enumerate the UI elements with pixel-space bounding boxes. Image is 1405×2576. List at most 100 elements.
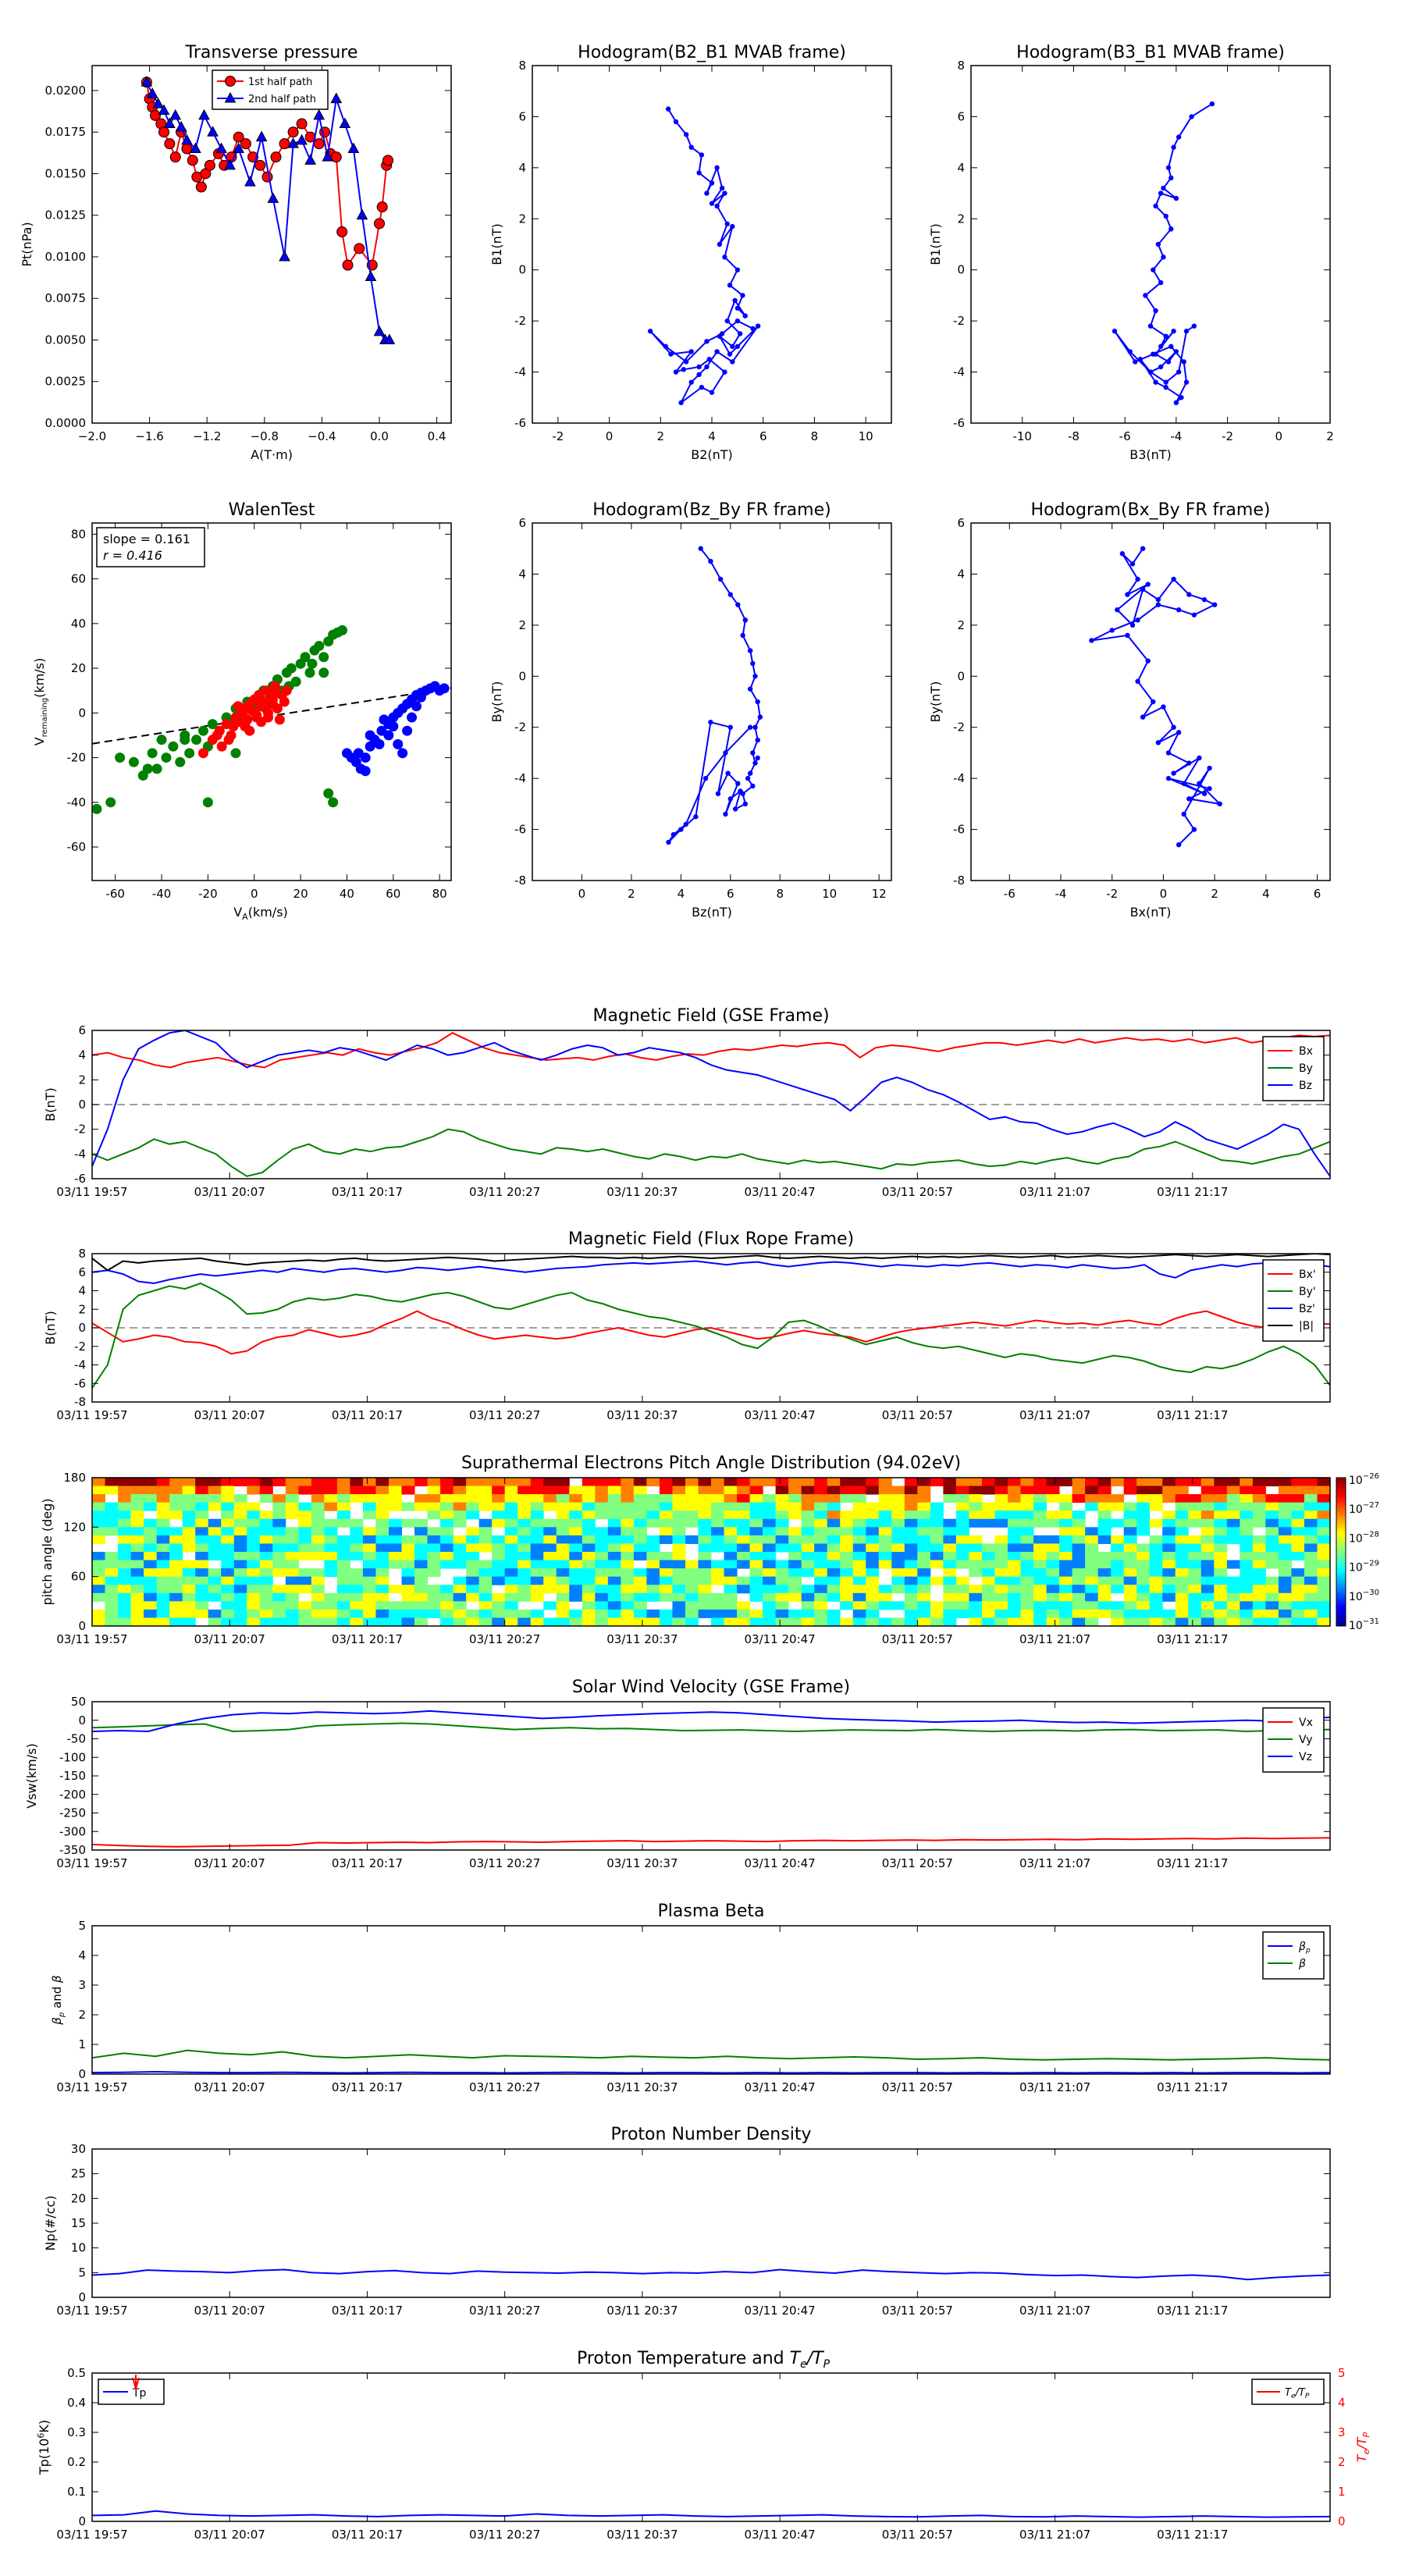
heatmap-cell xyxy=(788,1609,802,1618)
heatmap-cell xyxy=(195,1560,209,1569)
y-tick-label: 6 xyxy=(518,516,526,530)
heatmap-cell xyxy=(156,1568,170,1578)
heatmap-cell xyxy=(852,1585,866,1594)
heatmap-cell xyxy=(530,1543,544,1553)
legend-label: By' xyxy=(1299,1286,1316,1298)
heatmap-cell xyxy=(1111,1609,1125,1618)
heatmap-cell xyxy=(1188,1518,1202,1528)
heatmap-cell xyxy=(749,1617,763,1627)
heatmap-cell xyxy=(737,1485,751,1495)
heatmap-cell xyxy=(1085,1601,1099,1610)
heatmap-cell xyxy=(1240,1560,1254,1569)
heatmap-cell xyxy=(1111,1535,1125,1544)
heatmap-cell xyxy=(247,1568,261,1578)
heatmap-cell xyxy=(375,1543,389,1553)
mag_gse-series-1-line xyxy=(92,1032,1330,1069)
heatmap-cell xyxy=(763,1560,777,1569)
heatmap-cell xyxy=(775,1592,789,1602)
heatmap-cell xyxy=(1265,1535,1279,1544)
hodo_b3_b1-series-1-point xyxy=(1158,343,1164,350)
heatmap-cell xyxy=(298,1552,312,1561)
heatmap-cell xyxy=(233,1478,247,1487)
y-tick-label: -4 xyxy=(74,1147,86,1161)
hodo_bz_by-series-1-point xyxy=(752,724,758,730)
heatmap-cell xyxy=(195,1485,209,1495)
heatmap-cell xyxy=(1123,1535,1137,1544)
heatmap-cell xyxy=(1291,1527,1305,1536)
walen_test-plot-area xyxy=(92,624,451,814)
time-tick-label: 03/11 20:37 xyxy=(606,1408,678,1422)
heatmap-cell xyxy=(118,1543,132,1553)
x-tick-label: 6 xyxy=(727,887,735,901)
heatmap-cell xyxy=(466,1478,480,1487)
heatmap-cell xyxy=(737,1510,751,1520)
transverse_pressure-series-1-point xyxy=(376,201,388,213)
heatmap-cell xyxy=(878,1527,892,1536)
heatmap-cell xyxy=(336,1617,350,1627)
heatmap-cell xyxy=(556,1585,570,1594)
heatmap-cell xyxy=(1265,1527,1279,1536)
heatmap-cell xyxy=(1175,1518,1189,1528)
x-tick-label: 0 xyxy=(251,887,258,901)
hodo_bx_by-series-1-point xyxy=(1201,791,1208,796)
time-tick-label: 03/11 20:37 xyxy=(606,1856,678,1870)
heatmap-cell xyxy=(492,1478,506,1487)
heatmap-cell xyxy=(1304,1560,1318,1569)
hodo_bx_by-series-1-point xyxy=(1145,582,1151,587)
heatmap-cell xyxy=(1200,1527,1215,1536)
heatmap-cell xyxy=(336,1543,350,1553)
hodo_b3_b1-series-1-point xyxy=(1176,369,1182,375)
heatmap-cell xyxy=(221,1617,235,1627)
heatmap-cell xyxy=(518,1543,532,1553)
heatmap-cell xyxy=(259,1494,273,1503)
heatmap-cell xyxy=(362,1535,376,1544)
heatmap-cell xyxy=(917,1485,931,1495)
heatmap-cell xyxy=(891,1518,905,1528)
heatmap-cell xyxy=(801,1617,815,1627)
y-axis-label: Pt(nPa) xyxy=(20,222,34,266)
heatmap-cell xyxy=(814,1601,828,1610)
y-tick-label: 3 xyxy=(78,1978,86,1992)
time-tick-label: 03/11 20:27 xyxy=(469,2528,540,2542)
heatmap-cell xyxy=(492,1617,506,1627)
hodo_bx_by-series-1-point xyxy=(1217,801,1222,807)
annotation-r: r = 0.416 xyxy=(103,548,162,563)
hodo_bx_by-series-1-point xyxy=(1197,755,1202,761)
heatmap-cell xyxy=(130,1568,144,1578)
walen_test-series-1-point xyxy=(161,753,172,763)
heatmap-cell xyxy=(543,1485,557,1495)
heatmap-cell xyxy=(1175,1568,1189,1578)
heatmap-cell xyxy=(543,1601,557,1610)
heatmap-cell xyxy=(324,1552,338,1561)
hodo_b2_b1-series-1-point xyxy=(709,390,715,395)
transverse_pressure-series-1-point xyxy=(270,151,282,163)
y-tick-label: 6 xyxy=(957,516,965,530)
heatmap-cell xyxy=(904,1494,918,1503)
y-right-tick-label: 0 xyxy=(1338,2514,1346,2528)
heatmap-cell xyxy=(969,1478,983,1487)
heatmap-cell xyxy=(1136,1568,1151,1578)
heatmap-cell xyxy=(118,1502,132,1511)
heatmap-cell xyxy=(775,1560,789,1569)
hodo_b2_b1-series-1-point xyxy=(735,305,741,311)
heatmap-cell xyxy=(208,1485,222,1495)
hodo_b3_b1-series-1-point xyxy=(1133,359,1138,365)
heatmap-cell xyxy=(788,1527,802,1536)
heatmap-cell xyxy=(582,1478,596,1487)
heatmap-cell xyxy=(904,1568,918,1578)
legend-label: Bz xyxy=(1299,1080,1312,1092)
hodo_b2_b1-series-1-point xyxy=(704,190,710,196)
heatmap-cell xyxy=(453,1617,467,1627)
heatmap-cell xyxy=(749,1494,763,1503)
heatmap-cell xyxy=(92,1502,106,1511)
heatmap-cell xyxy=(955,1502,969,1511)
heatmap-cell xyxy=(891,1543,905,1553)
heatmap-cell xyxy=(1085,1478,1099,1487)
time-tick-label: 03/11 20:47 xyxy=(744,1408,815,1422)
heatmap-cell xyxy=(518,1518,532,1528)
down-arrow-icon xyxy=(132,2375,140,2392)
heatmap-cell xyxy=(543,1576,557,1585)
hodo_bz_by-series-1-point xyxy=(715,791,721,796)
heatmap-cell xyxy=(763,1478,777,1487)
